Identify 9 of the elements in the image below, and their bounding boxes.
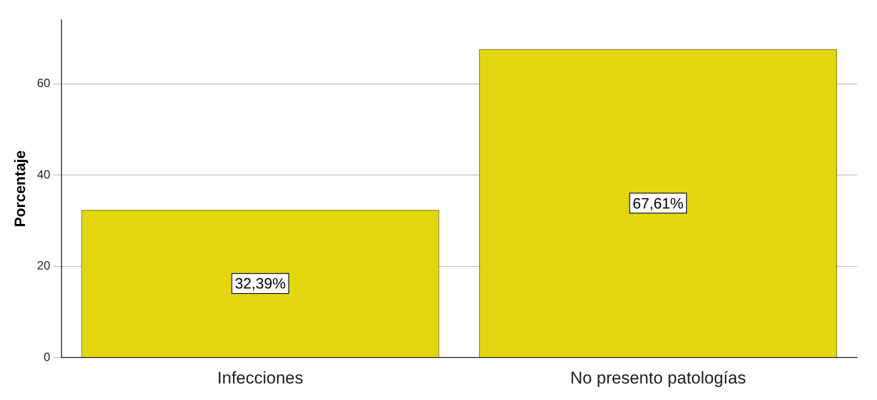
y-axis-title: Porcentaje bbox=[12, 150, 30, 228]
y-tick-label: 0 bbox=[44, 350, 51, 364]
x-tick-label: No presento patologías bbox=[570, 368, 746, 388]
data-label: 67,61% bbox=[632, 195, 684, 212]
data-label: 32,39% bbox=[234, 276, 286, 293]
y-tick-label: 40 bbox=[36, 167, 51, 182]
x-tick-label: Infecciones bbox=[217, 368, 304, 388]
y-tick-label: 20 bbox=[36, 258, 51, 273]
y-tick-label: 60 bbox=[36, 76, 51, 90]
